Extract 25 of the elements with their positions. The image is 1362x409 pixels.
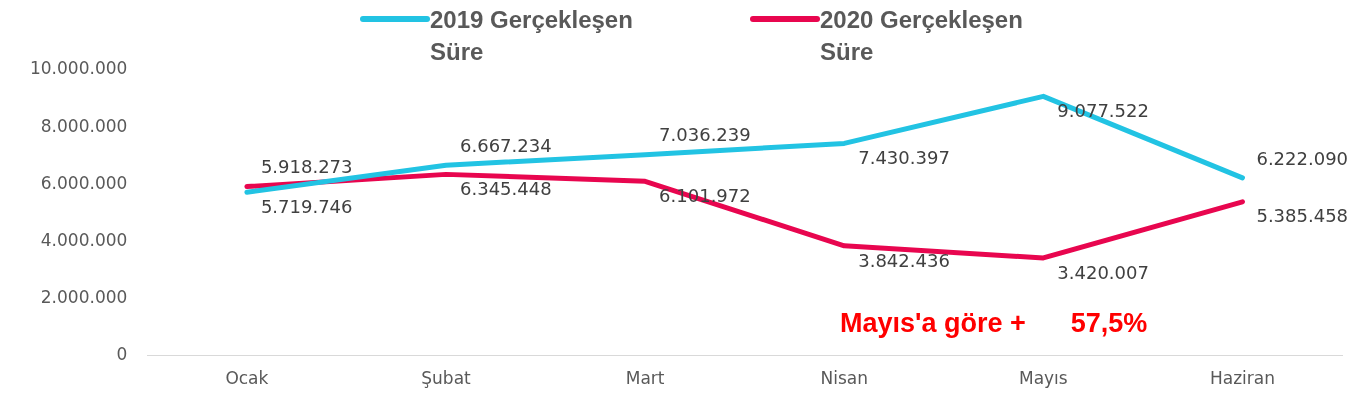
y-tick-label: 6.000.000	[40, 172, 128, 193]
legend-label: 2020 Gerçekleşen Süre	[820, 5, 1024, 67]
data-label: 5.719.746	[260, 195, 353, 217]
y-tick-label: 10.000.000	[29, 58, 128, 79]
x-tick-label: Mayıs	[1018, 368, 1068, 389]
y-tick-label: 0	[116, 344, 128, 365]
x-tick-label: Haziran	[1209, 368, 1275, 389]
y-tick-label: 8.000.000	[40, 115, 128, 136]
x-tick-label: Şubat	[421, 368, 472, 389]
x-tick-label: Nisan	[820, 368, 868, 389]
data-label: 6.345.448	[460, 178, 552, 200]
data-label: 7.036.239	[659, 124, 751, 146]
data-label: 5.385.458	[1256, 205, 1349, 227]
y-tick-label: 2.000.000	[40, 286, 128, 307]
data-label: 6.222.090	[1256, 147, 1349, 169]
x-tick-label: Mart	[625, 368, 665, 389]
data-label: 3.420.007	[1057, 261, 1149, 283]
x-tick-label: Ocak	[225, 368, 269, 389]
data-label: 5.918.273	[260, 156, 353, 178]
legend-label: 2019 Gerçekleşen Süre	[430, 5, 634, 67]
data-label: 3.842.436	[858, 249, 950, 271]
annotation: Mayıs'a göre + 57,5%	[840, 307, 1148, 339]
y-tick-label: 4.000.000	[40, 229, 128, 250]
data-label: 6.667.234	[460, 134, 552, 156]
data-label: 7.430.397	[858, 147, 950, 169]
